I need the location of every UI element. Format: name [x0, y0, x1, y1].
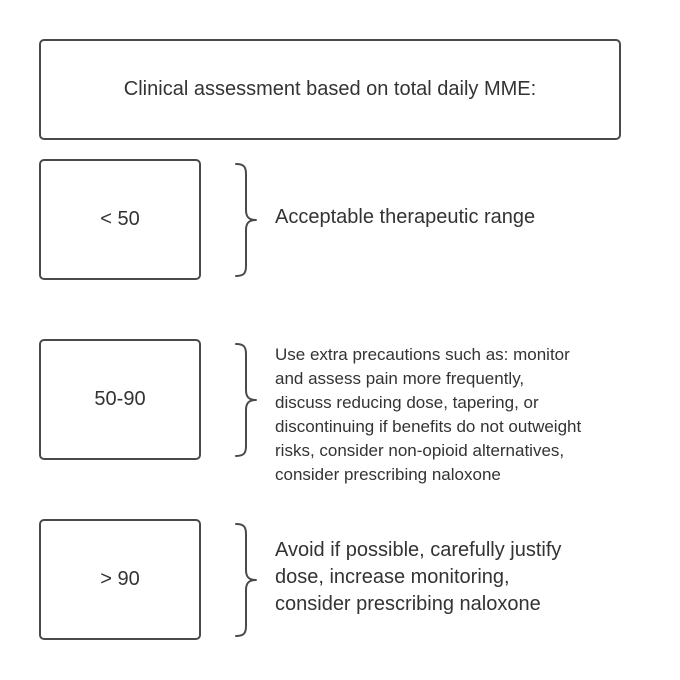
range-label-over-90: > 90: [100, 568, 140, 590]
right-brace-icon: [235, 523, 257, 637]
description-text: Acceptable therapeutic range: [275, 206, 536, 228]
range-label-under-50: < 50: [100, 208, 140, 230]
range-box-over-90: > 90: [39, 519, 201, 640]
description-line: discuss reducing dose, tapering, or: [275, 393, 539, 412]
description-line: consider prescribing naloxone: [275, 593, 541, 615]
description-line: Use extra precautions such as: monitor: [275, 345, 570, 364]
range-box-under-50: < 50: [39, 159, 201, 280]
mme-header-title: Clinical assessment based on total daily…: [123, 78, 537, 100]
description-line: discontinuing if benefits do not outweig…: [275, 417, 582, 436]
description-line: and assess pain more frequently,: [275, 369, 525, 388]
range-box-50-90: 50-90: [39, 339, 201, 460]
right-brace-icon: [235, 343, 257, 457]
mme-header-box: Clinical assessment based on total daily…: [39, 39, 621, 140]
range-description-under-50: Acceptable therapeutic range: [275, 204, 670, 230]
description-line: dose, increase monitoring,: [275, 566, 510, 588]
description-line: consider prescribing naloxone: [275, 465, 501, 484]
range-label-50-90: 50-90: [94, 388, 146, 410]
description-line: risks, consider non-opioid alternatives,: [275, 441, 565, 460]
description-line: Avoid if possible, carefully justify: [275, 539, 562, 561]
range-description-over-90: Avoid if possible, carefully justify dos…: [275, 537, 670, 618]
right-brace-icon: [235, 163, 257, 277]
range-description-50-90: Use extra precautions such as: monitor a…: [275, 343, 670, 487]
